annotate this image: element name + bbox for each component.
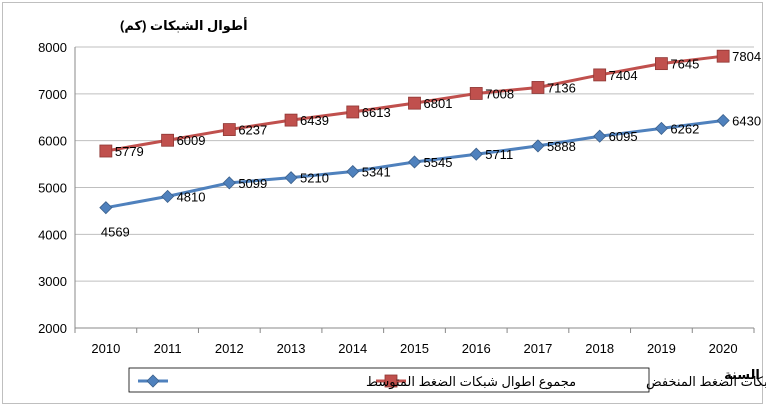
- data-point-diamond: [284, 171, 298, 185]
- data-point-square: [99, 144, 113, 158]
- legend-label: مجموع اطوال شبكات الضغط المتوسط: [366, 374, 576, 390]
- data-label: 7645: [670, 57, 699, 72]
- data-label: 5711: [485, 147, 513, 162]
- data-point-diamond: [593, 129, 607, 143]
- y-tick-label: 2000: [38, 321, 67, 336]
- data-point-square: [222, 123, 236, 136]
- data-label: 6430: [732, 114, 761, 129]
- data-point-diamond: [222, 176, 236, 190]
- data-label: 7008: [485, 86, 514, 101]
- data-label: 5779: [115, 144, 144, 159]
- gridlines: [75, 46, 754, 282]
- data-point-square: [469, 87, 483, 100]
- data-label: 4810: [177, 189, 206, 204]
- data-point-square: [284, 113, 298, 127]
- data-label: 7804: [732, 49, 761, 64]
- series-layer: [99, 49, 730, 215]
- data-point-square: [408, 96, 421, 110]
- data-label: 6801: [424, 96, 453, 111]
- data-point-square: [716, 49, 730, 63]
- data-point-diamond: [716, 113, 730, 128]
- data-label: 7136: [547, 80, 576, 95]
- data-label: 6009: [177, 133, 206, 148]
- data-point-diamond: [407, 155, 422, 169]
- x-tick-label: 2017: [523, 341, 552, 356]
- x-tick-label: 2020: [709, 341, 738, 356]
- y-tick-label: 8000: [38, 40, 67, 55]
- x-tick-label: 2013: [277, 341, 306, 356]
- x-tick-label: 2014: [338, 341, 367, 356]
- data-labels: 4569 4810 5099 5210 5341 5545 5711 5888 6095 6262…: [101, 49, 761, 240]
- data-point-diamond: [654, 121, 668, 135]
- x-tick-label: 2018: [585, 341, 614, 356]
- data-point-square: [384, 374, 398, 388]
- y-axis-title: أطوال الشبكات (كم): [120, 17, 248, 33]
- legend: مجموع اطوال شبكات الضغط المنخفض مجموع اطو…: [128, 367, 766, 393]
- data-point-diamond: [146, 374, 160, 388]
- data-label: 6095: [609, 129, 638, 144]
- data-point-diamond: [531, 139, 545, 153]
- data-point-square: [161, 133, 174, 147]
- x-tick-label: 2016: [462, 341, 491, 356]
- y-tick-label: 7000: [38, 87, 67, 102]
- y-tick-label: 5000: [38, 181, 67, 196]
- legend-label: مجموع اطوال شبكات الضغط المنخفض: [646, 374, 766, 390]
- data-point-diamond: [161, 189, 175, 203]
- x-tick-label: 2019: [647, 341, 676, 356]
- x-tick-label: 2012: [215, 341, 244, 356]
- y-tick-label: 3000: [38, 274, 67, 289]
- axes: 2000 3000 4000 5000 6000 7000 8000 2010 2011 2012…: [38, 40, 755, 356]
- data-point-square: [531, 81, 545, 94]
- data-label: 4569: [101, 225, 130, 240]
- data-label: 6237: [238, 123, 267, 138]
- x-tick-label: 2010: [91, 341, 120, 356]
- data-label: 5888: [547, 139, 576, 154]
- data-point-square: [593, 68, 607, 82]
- y-tick-label: 6000: [38, 134, 67, 149]
- data-label: 6613: [362, 105, 391, 120]
- data-point-square: [346, 105, 360, 119]
- data-label: 6439: [300, 113, 329, 128]
- data-point-square: [655, 57, 668, 71]
- data-label: 5099: [238, 176, 267, 191]
- data-point-diamond: [469, 147, 483, 161]
- x-tick-label: 2015: [400, 341, 429, 356]
- data-label: 5341: [362, 165, 391, 180]
- x-tick-label: 2011: [154, 341, 182, 356]
- data-label: 5545: [424, 155, 453, 170]
- data-label: 6262: [670, 121, 699, 136]
- x-axis-title: السنة: [724, 367, 760, 382]
- y-tick-label: 4000: [38, 227, 67, 242]
- data-point-diamond: [346, 164, 360, 179]
- data-label: 7404: [609, 68, 638, 83]
- data-label: 5210: [300, 171, 329, 186]
- data-point-diamond: [99, 201, 113, 215]
